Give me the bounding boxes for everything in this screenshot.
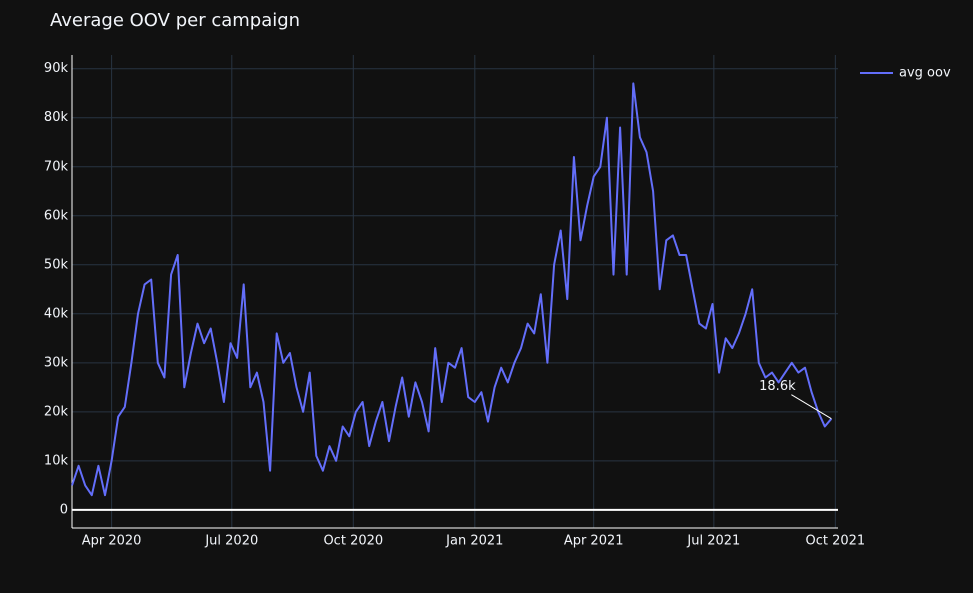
x-tick-label: Jul 2021 [686, 534, 740, 549]
legend-label: avg oov [899, 66, 951, 81]
annotation-label: 18.6k [759, 379, 796, 394]
x-tick-label: Jul 2020 [204, 534, 258, 549]
y-tick-label: 50k [44, 257, 69, 272]
x-tick-label: Apr 2021 [564, 534, 624, 549]
y-tick-label: 0 [60, 502, 68, 517]
x-tick-label: Oct 2021 [806, 534, 866, 549]
x-tick-label: Apr 2020 [82, 534, 142, 549]
y-tick-label: 20k [44, 404, 69, 419]
x-tick-label: Oct 2020 [323, 534, 383, 549]
x-tick-label: Jan 2021 [445, 534, 503, 549]
data-line [71, 82, 833, 497]
y-tick-label: 80k [44, 110, 69, 125]
y-tick-label: 60k [44, 208, 69, 223]
y-tick-label: 40k [44, 306, 69, 321]
y-tick-label: 30k [44, 355, 69, 370]
y-tick-label: 90k [44, 61, 69, 76]
y-tick-label: 70k [44, 159, 69, 174]
annotation-arrow [791, 394, 832, 420]
y-tick-label: 10k [44, 453, 69, 468]
chart-title: Average OOV per campaign [50, 10, 300, 31]
